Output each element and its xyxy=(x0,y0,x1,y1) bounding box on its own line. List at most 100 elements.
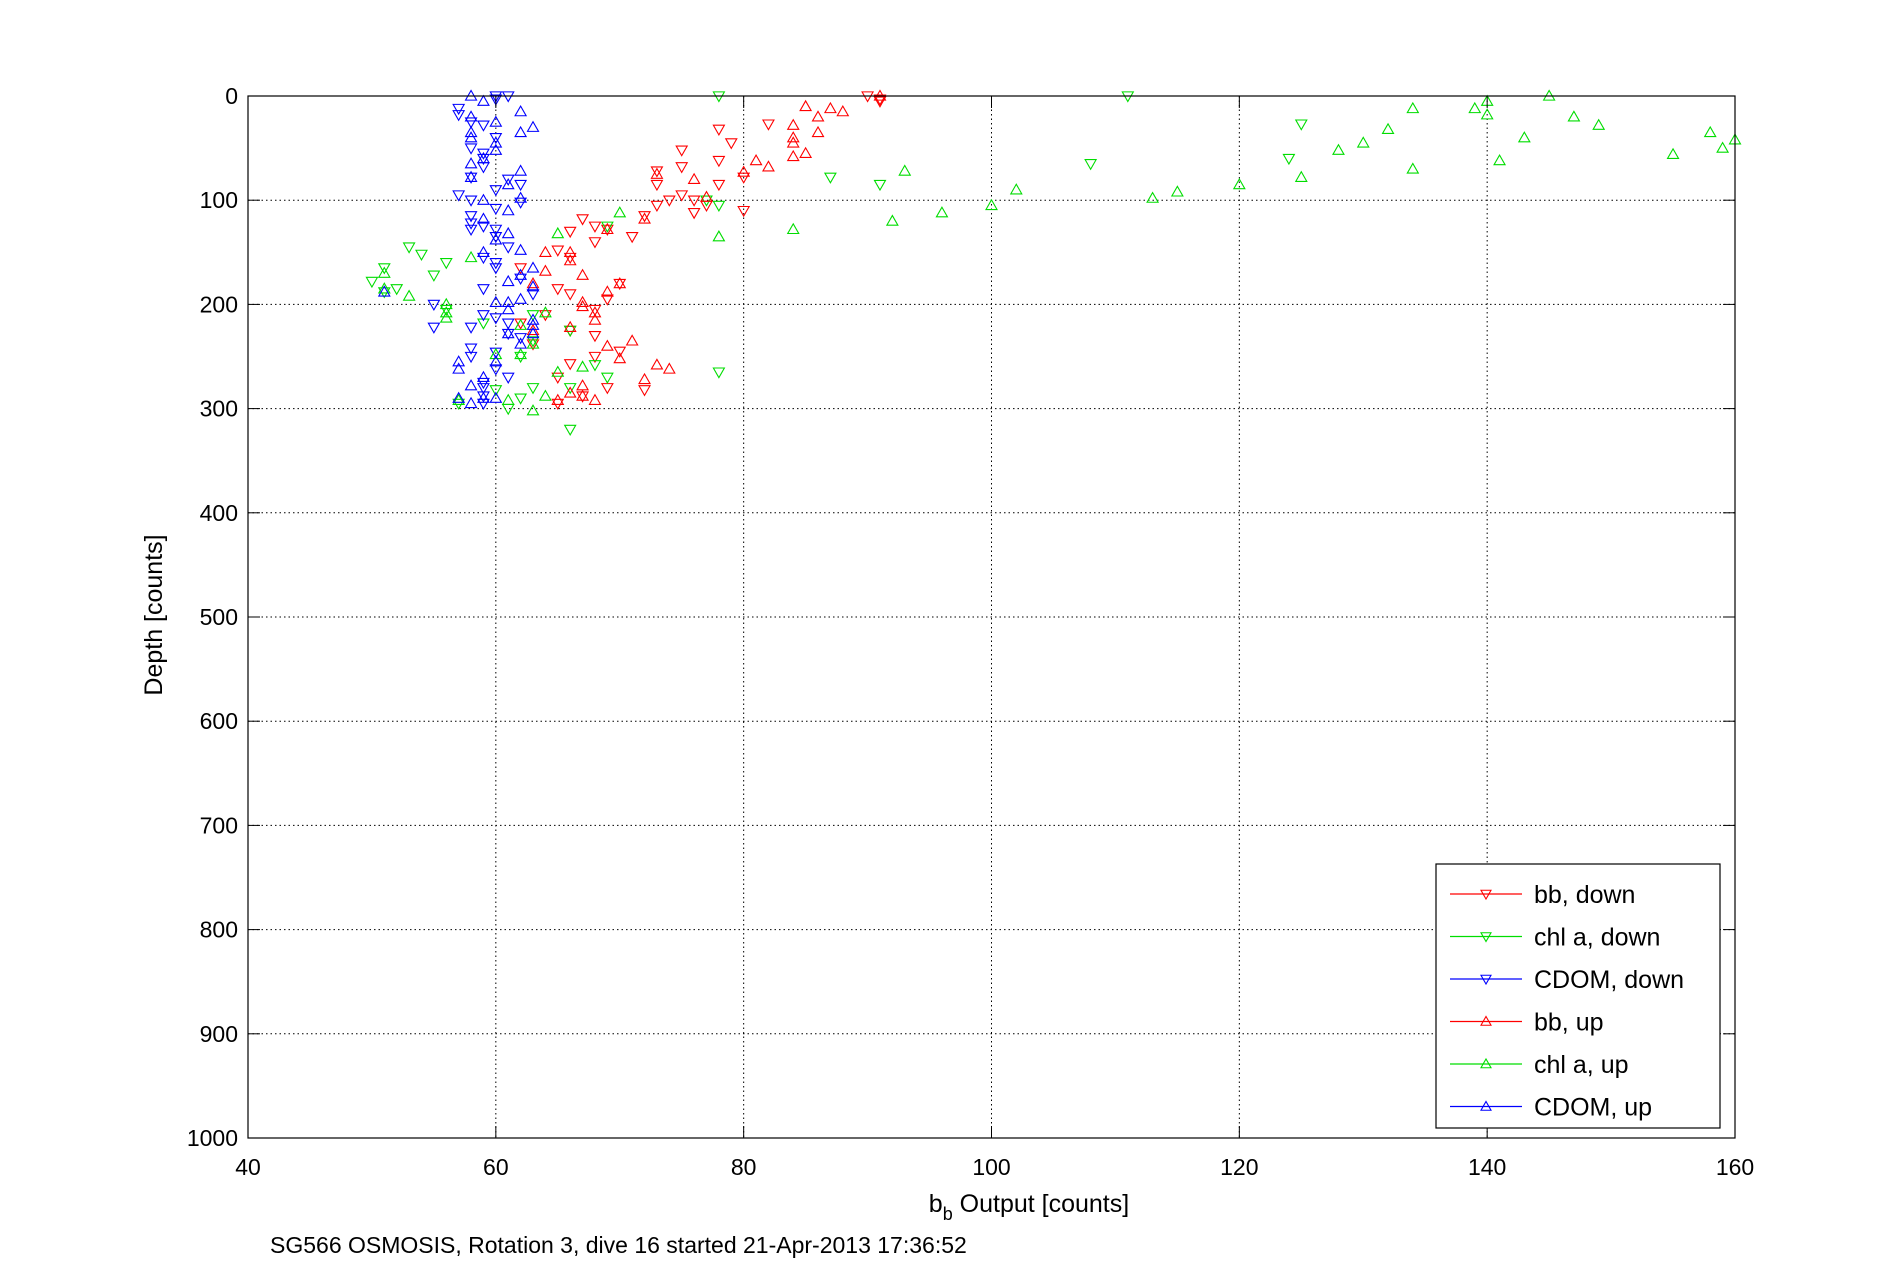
data-point xyxy=(799,146,813,158)
data-point xyxy=(1332,143,1345,155)
data-point xyxy=(588,221,602,233)
data-point xyxy=(501,177,515,190)
data-point xyxy=(638,212,651,224)
data-point xyxy=(476,245,490,257)
data-point xyxy=(762,160,775,172)
data-point xyxy=(476,398,490,410)
data-point xyxy=(526,337,540,349)
data-point xyxy=(489,136,503,148)
data-point xyxy=(452,391,466,403)
data-point xyxy=(464,195,478,207)
x-axis-label-main: b xyxy=(929,1190,943,1218)
data-point xyxy=(514,393,528,405)
data-point xyxy=(563,386,577,398)
data-point xyxy=(501,303,515,315)
data-point xyxy=(1009,183,1023,195)
y-tick-label: 200 xyxy=(200,291,238,317)
data-point xyxy=(625,231,639,244)
x-axis-label: bb Output [counts] xyxy=(929,1190,1129,1224)
data-point xyxy=(600,372,614,384)
y-tick-label: 500 xyxy=(200,604,238,630)
data-point xyxy=(402,289,416,301)
data-point xyxy=(563,424,577,437)
data-point xyxy=(514,337,528,349)
data-point xyxy=(476,193,490,205)
data-point xyxy=(662,195,676,207)
data-point xyxy=(514,179,528,192)
y-tick-label: 400 xyxy=(200,500,238,526)
data-point xyxy=(476,284,490,296)
legend-label: CDOM, down xyxy=(1534,966,1684,994)
data-point xyxy=(675,190,689,202)
data-point xyxy=(538,389,552,401)
data-point xyxy=(526,336,540,348)
data-point xyxy=(514,105,528,117)
data-point xyxy=(712,91,726,103)
y-tick-label: 0 xyxy=(225,83,238,109)
x-tick-label: 100 xyxy=(972,1154,1010,1180)
data-point xyxy=(600,222,614,235)
data-point xyxy=(650,179,664,192)
data-point xyxy=(514,292,528,304)
data-point xyxy=(365,276,379,289)
data-point xyxy=(823,101,837,114)
data-point xyxy=(563,289,577,301)
data-point xyxy=(563,359,577,371)
data-point xyxy=(662,362,676,374)
data-point xyxy=(476,151,490,164)
data-point xyxy=(489,143,503,155)
data-point xyxy=(786,131,800,143)
data-point xyxy=(514,191,528,203)
data-point xyxy=(823,172,837,184)
data-point xyxy=(452,110,466,122)
data-point xyxy=(675,145,689,157)
data-point xyxy=(1170,185,1184,197)
data-point xyxy=(377,263,391,275)
data-point xyxy=(402,242,416,254)
data-point xyxy=(514,318,528,330)
data-point xyxy=(799,99,813,112)
data-point xyxy=(377,285,391,297)
data-point xyxy=(464,117,478,129)
data-point xyxy=(625,334,639,346)
series-chl-a-down xyxy=(365,91,1308,437)
data-point xyxy=(427,299,441,312)
y-tick-label: 800 xyxy=(200,917,238,943)
data-point xyxy=(452,103,466,116)
data-point xyxy=(1146,191,1160,203)
x-tick-label: 120 xyxy=(1220,1154,1258,1180)
data-point xyxy=(588,351,602,364)
data-point xyxy=(638,211,651,223)
data-point xyxy=(489,231,503,244)
data-point xyxy=(514,243,528,255)
data-point xyxy=(1294,119,1308,131)
data-point xyxy=(489,94,503,106)
x-tick-label: 60 xyxy=(483,1154,509,1180)
data-point xyxy=(514,347,528,360)
data-point xyxy=(650,358,664,370)
data-point xyxy=(1121,91,1135,103)
data-point xyxy=(476,212,490,224)
data-point xyxy=(650,167,664,179)
data-point xyxy=(526,280,540,292)
data-point xyxy=(464,170,478,182)
data-point xyxy=(501,328,515,341)
data-point xyxy=(724,138,738,150)
data-point xyxy=(576,295,590,307)
data-point xyxy=(452,362,466,374)
data-point xyxy=(514,351,528,364)
data-point xyxy=(501,372,515,384)
data-point xyxy=(588,330,602,343)
legend: bb, down chl a, down CDOM, down bb, up chl a… xyxy=(1435,863,1721,1129)
data-point xyxy=(675,162,689,174)
data-point xyxy=(514,197,528,209)
data-point xyxy=(576,299,590,312)
data-point xyxy=(489,347,503,360)
data-point xyxy=(501,318,515,330)
data-point xyxy=(377,266,391,278)
y-tick-label: 900 xyxy=(200,1021,238,1047)
data-point xyxy=(464,172,478,184)
data-point xyxy=(588,360,602,372)
data-point xyxy=(464,351,478,364)
